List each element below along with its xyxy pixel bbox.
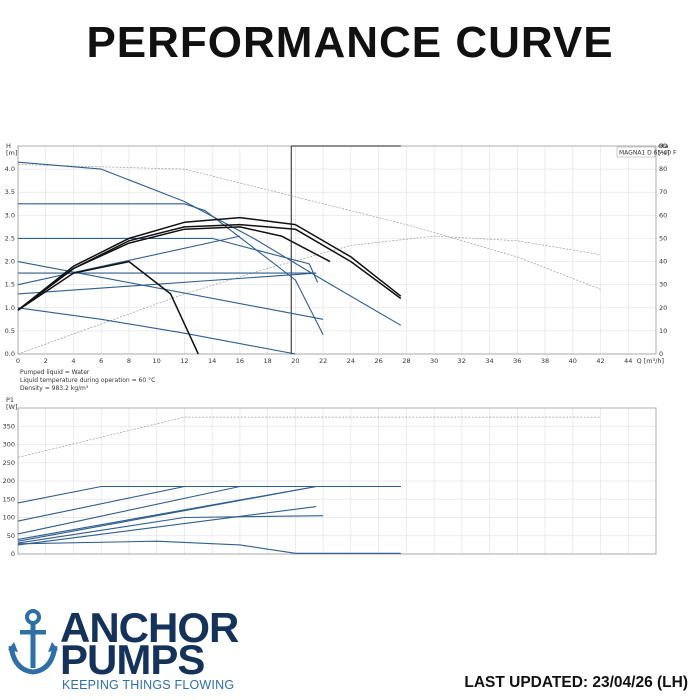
y-tick-label: 2.5 <box>5 234 15 242</box>
p1-axis-unit: [W] <box>6 403 18 411</box>
y2-tick-label: 0 <box>659 350 663 358</box>
y-axis-label: H <box>6 142 11 150</box>
page-title: PERFORMANCE CURVE <box>86 18 614 67</box>
y2-tick-label: 20 <box>659 304 667 312</box>
x-tick-label: 4 <box>71 357 75 365</box>
head-curve-1 <box>17 235 601 355</box>
p1-tick-label: 250 <box>3 459 15 467</box>
power-curve-5 <box>17 485 317 542</box>
head-curve-0 <box>17 164 601 290</box>
p1-tick-label: 50 <box>7 532 15 540</box>
x-tick-label: 42 <box>596 357 604 365</box>
x-tick-label: 28 <box>402 357 410 365</box>
x-tick-label: 14 <box>208 357 216 365</box>
y-axis-unit: [m] <box>6 149 17 157</box>
y-tick-label: 1.5 <box>5 281 15 289</box>
brand-name-line1: ANCHOR <box>60 604 239 651</box>
y2-tick-label: 80 <box>659 165 667 173</box>
y2-tick-label: 60 <box>659 211 667 219</box>
p1-tick-label: 200 <box>3 477 15 485</box>
y2-tick-label: 90 <box>659 142 667 150</box>
power-curve-6 <box>17 515 324 544</box>
y-tick-label: 0.0 <box>5 350 15 358</box>
performance-chart: 0 2 4 6 8 10 12 14 16 18 20 22 24 26 28 30 32 34 36 38 40 42 4… <box>3 142 677 558</box>
y2-axis-unit: [%] <box>658 149 669 157</box>
y2-tick-label: 70 <box>659 188 667 196</box>
x-tick-label: 22 <box>319 357 327 365</box>
power-curve-8 <box>17 540 401 554</box>
y-tick-label: 0.5 <box>5 327 15 335</box>
x-tick-label: 38 <box>541 357 549 365</box>
head-curve-7 <box>17 235 241 286</box>
x-tick-label: 8 <box>127 357 131 365</box>
x-axis-label: Q [m³/h] <box>637 357 665 365</box>
head-curve-2 <box>17 161 402 326</box>
y-tick-label: 3.5 <box>5 188 15 196</box>
brand-name-line2: PUMPS <box>60 636 205 683</box>
p1-tick-label: 0 <box>11 550 15 558</box>
y2-tick-label: 10 <box>659 327 667 335</box>
y2-tick-label: 50 <box>659 234 667 242</box>
x-tick-label: 12 <box>180 357 188 365</box>
y2-axis-label: eta <box>658 142 669 150</box>
x-tick-label: 36 <box>513 357 521 365</box>
x-tick-label: 32 <box>458 357 466 365</box>
head-curve-3 <box>18 203 324 335</box>
model-label: MAGNA1 D 65-40 F <box>619 150 677 157</box>
x-tick-label: 16 <box>236 357 244 365</box>
power-curve-0 <box>17 416 601 458</box>
x-tick-label: 26 <box>374 357 382 365</box>
anchor-icon <box>8 609 58 675</box>
x-tick-label: 6 <box>99 357 103 365</box>
last-updated-label: LAST UPDATED: 23/04/26 (LH) <box>464 674 688 691</box>
x-tick-label: 18 <box>264 357 272 365</box>
brand-logo: ANCHOR PUMPS KEEPING THINGS FLOWING <box>8 600 258 695</box>
x-tick-label: 44 <box>624 357 632 365</box>
head-curve-12 <box>17 260 199 355</box>
y-tick-label: 4.0 <box>5 165 15 173</box>
note-line-0: Pumped liquid = Water <box>20 369 90 376</box>
note-line-1: Liquid temperature during operation = 60… <box>20 377 155 384</box>
x-tick-label: 40 <box>569 357 577 365</box>
power-curve-4 <box>17 485 401 540</box>
p1-tick-label: 100 <box>3 514 15 522</box>
x-tick-label: 24 <box>347 357 355 365</box>
y2-tick-label: 40 <box>659 258 667 266</box>
x-tick-label: 0 <box>16 357 20 365</box>
x-tick-label: 30 <box>430 357 438 365</box>
x-tick-label: 10 <box>153 357 161 365</box>
head-curve-8 <box>17 272 317 295</box>
p1-tick-label: 350 <box>3 422 15 430</box>
x-tick-label: 20 <box>291 357 299 365</box>
power-curve-3 <box>17 485 401 535</box>
model-label-box <box>616 146 656 158</box>
y-tick-label: 1.0 <box>5 304 15 312</box>
y2-tick-label: 30 <box>659 281 667 289</box>
head-curve-13 <box>17 223 402 311</box>
x-tick-label: 34 <box>485 357 493 365</box>
y-tick-label: 2.0 <box>5 258 15 266</box>
brand-tagline: KEEPING THINGS FLOWING <box>62 678 235 692</box>
power-curve-1 <box>17 485 401 504</box>
bottom-plot-frame <box>17 407 657 555</box>
y-tick-label: 3.0 <box>5 211 15 219</box>
head-curve-6 <box>17 307 296 355</box>
power-curve-7 <box>17 506 317 546</box>
p1-tick-label: 300 <box>3 441 15 449</box>
head-curve-10 <box>17 216 402 311</box>
p1-axis-label: P1 <box>6 396 14 404</box>
note-line-2: Density = 983.2 kg/m³ <box>20 385 89 392</box>
x-tick-label: 2 <box>44 357 48 365</box>
p1-tick-label: 150 <box>3 495 15 503</box>
